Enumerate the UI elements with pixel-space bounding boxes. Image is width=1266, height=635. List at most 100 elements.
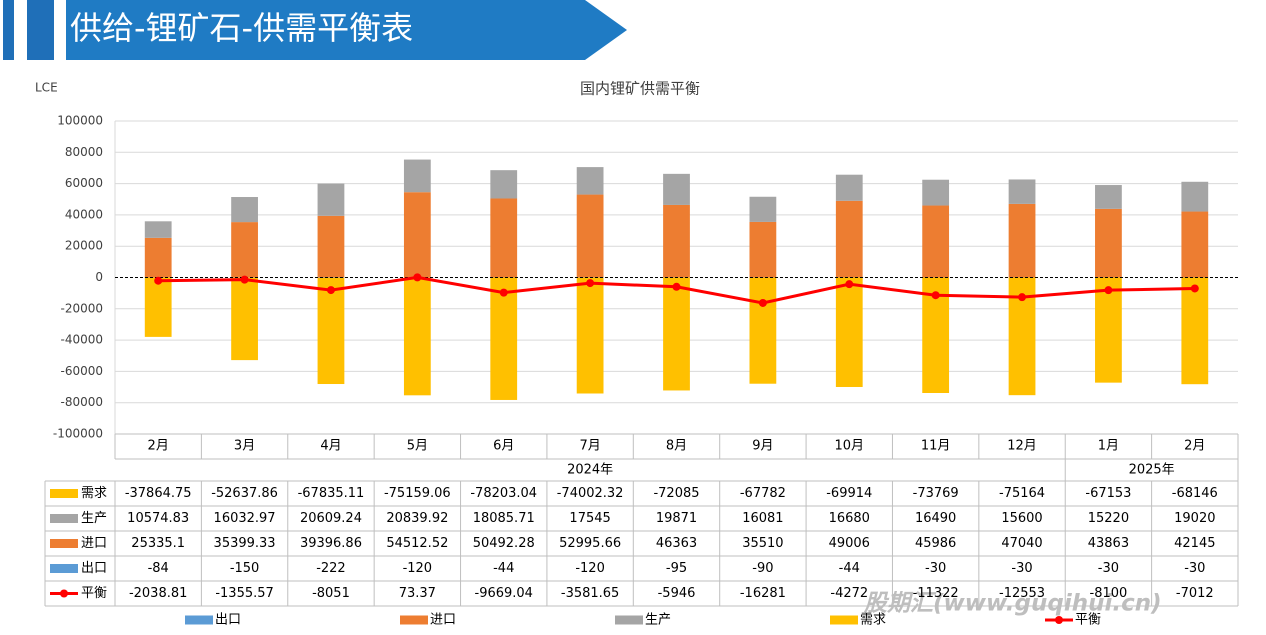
- bar: [749, 196, 777, 222]
- table-cell: -16281: [740, 586, 786, 601]
- header-bar: [3, 0, 14, 60]
- bar: [1181, 181, 1209, 212]
- line-marker: [586, 279, 595, 288]
- bar: [144, 237, 172, 278]
- table-cell: 15600: [1001, 511, 1042, 526]
- table-cell: -120: [403, 561, 433, 576]
- y-tick-label: 0: [95, 270, 103, 284]
- bar: [835, 174, 863, 201]
- legend-swatch: [185, 615, 213, 625]
- table-cell: 35399.33: [214, 536, 276, 551]
- table-cell: 16680: [829, 511, 870, 526]
- table-cell: 20609.24: [300, 511, 362, 526]
- table-legend-swatch: [50, 489, 78, 498]
- line-marker: [845, 280, 854, 289]
- table-cell: 39396.86: [300, 536, 362, 551]
- bar: [576, 194, 604, 278]
- line-marker: [326, 286, 335, 295]
- x-tick-label: 8月: [666, 439, 687, 454]
- table-cell: 16081: [742, 511, 783, 526]
- table-cell: -69914: [826, 486, 872, 501]
- table-cell: -72085: [653, 486, 699, 501]
- table-cell: -30: [1011, 561, 1032, 576]
- bar: [663, 173, 690, 205]
- table-cell: -120: [575, 561, 605, 576]
- line-marker: [499, 288, 508, 297]
- bar: [1181, 277, 1209, 385]
- legend-label: 平衡: [1075, 613, 1101, 628]
- y-tick-label: -20000: [60, 301, 103, 315]
- table-cell: 20839.92: [386, 511, 448, 526]
- header-bar: [27, 0, 54, 60]
- table-cell: -222: [316, 561, 346, 576]
- table-cell: 16032.97: [214, 511, 276, 526]
- legend-label: 出口: [215, 613, 241, 628]
- line-marker: [240, 275, 249, 284]
- legend-swatch: [830, 615, 858, 625]
- bar: [576, 277, 604, 394]
- table-cell: 43863: [1088, 536, 1129, 551]
- legend-swatch: [1055, 616, 1063, 624]
- y-tick-label: 80000: [65, 145, 103, 159]
- table-cell: 45986: [915, 536, 956, 551]
- x-tick-label: 4月: [320, 439, 341, 454]
- table-cell: -73769: [913, 486, 959, 501]
- table-cell: -30: [925, 561, 946, 576]
- page-title: 供给-锂矿石-供需平衡表: [70, 9, 413, 47]
- y-tick-label: -60000: [60, 364, 103, 378]
- y-tick-label: 20000: [65, 239, 103, 253]
- table-row-label: 需求: [81, 486, 107, 501]
- table-cell: -4272: [830, 586, 868, 601]
- bar: [1181, 211, 1209, 278]
- table-cell: -30: [1098, 561, 1119, 576]
- bar: [1095, 277, 1122, 383]
- bar: [231, 277, 258, 361]
- y-tick-label: 60000: [65, 176, 103, 190]
- bar: [231, 222, 258, 278]
- x-tick-label: 3月: [234, 439, 255, 454]
- x-tick-label: 6月: [493, 439, 514, 454]
- table-cell: 42145: [1174, 536, 1215, 551]
- table-row-label: 进口: [81, 536, 107, 551]
- bar: [144, 221, 172, 238]
- table-cell: -30: [1184, 561, 1205, 576]
- year-label: 2024年: [567, 463, 613, 478]
- table-legend-swatch: [50, 514, 78, 523]
- bar: [490, 277, 518, 400]
- table-cell: -67153: [1085, 486, 1131, 501]
- line-marker: [758, 298, 767, 307]
- bar: [403, 159, 431, 193]
- table-row-label: 生产: [81, 511, 107, 526]
- x-tick-label: 11月: [921, 439, 951, 454]
- line-marker: [672, 282, 681, 291]
- bar: [317, 215, 345, 278]
- legend-swatch: [615, 615, 643, 625]
- legend-label: 进口: [430, 613, 456, 628]
- x-tick-label: 2月: [148, 439, 169, 454]
- year-label: 2025年: [1129, 463, 1175, 478]
- table-cell: -78203.04: [470, 486, 537, 501]
- bar: [231, 197, 258, 223]
- y-tick-label: 40000: [65, 207, 103, 221]
- watermark: 股期汇(www.guqihui.cn): [863, 591, 1162, 617]
- table-cell: -67782: [740, 486, 786, 501]
- table-cell: -8051: [312, 586, 350, 601]
- table-row-label: 出口: [81, 561, 107, 576]
- header-banner: [66, 0, 627, 60]
- table-cell: 73.37: [399, 586, 436, 601]
- y-tick-label: -80000: [60, 395, 103, 409]
- bar: [749, 221, 777, 278]
- bar: [317, 277, 345, 385]
- bar: [835, 200, 863, 278]
- y-axis-label: LCE: [35, 81, 58, 95]
- table-cell: -3581.65: [561, 586, 619, 601]
- table-cell: -75164: [999, 486, 1045, 501]
- bar: [922, 205, 950, 278]
- line-marker: [931, 291, 940, 300]
- table-cell: 49006: [829, 536, 870, 551]
- x-tick-label: 5月: [407, 439, 428, 454]
- chart-title: 国内锂矿供需平衡: [580, 80, 700, 98]
- line-marker: [413, 273, 422, 282]
- legend-label: 生产: [645, 613, 671, 628]
- table-cell: -7012: [1176, 586, 1214, 601]
